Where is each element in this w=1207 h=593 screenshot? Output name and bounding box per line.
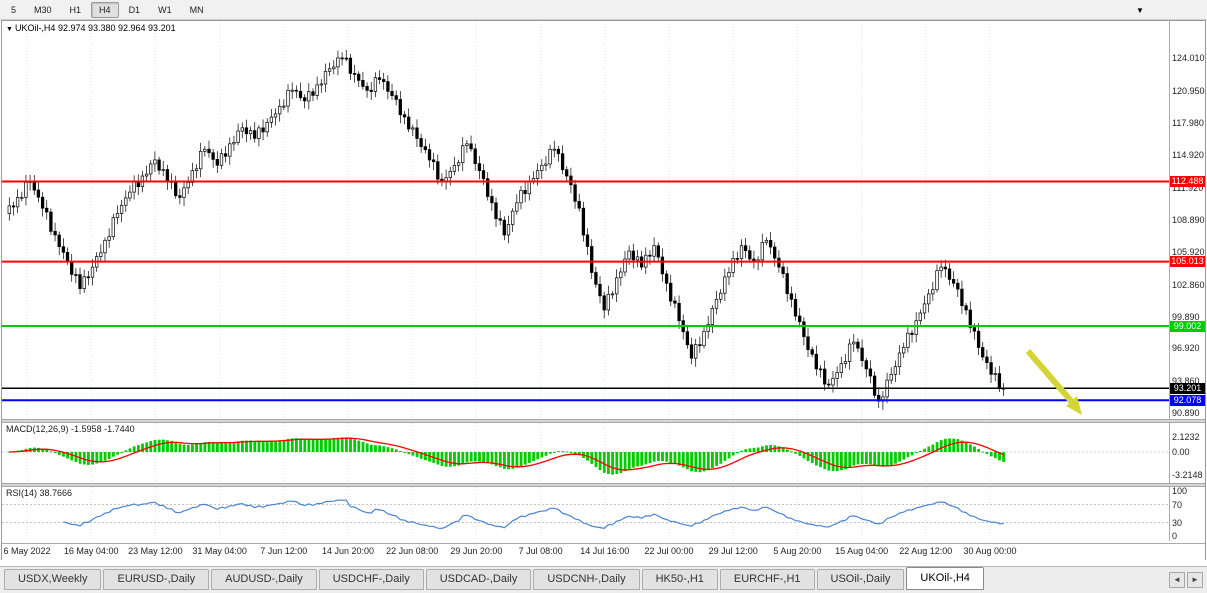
tab-audusd-daily[interactable]: AUDUSD-,Daily xyxy=(211,569,317,590)
timeframe-toolbar: 5 M30 H1 H4 D1 W1 MN ▼ xyxy=(0,0,1207,20)
current-price-badge: 93.201 xyxy=(1170,382,1205,394)
time-axis-label: 14 Jun 20:00 xyxy=(321,546,375,556)
macd-signal-value: -1.7440 xyxy=(104,424,135,434)
rsi-label: RSI(14) 38.7666 xyxy=(6,488,73,498)
time-axis-label: 22 Jun 08:00 xyxy=(386,546,439,556)
rsi-axis[interactable]: 100 70 30 0 xyxy=(1169,486,1205,541)
collapse-icon[interactable]: ▼ xyxy=(6,26,13,33)
tab-eurusd-daily[interactable]: EURUSD-,Daily xyxy=(103,569,210,590)
price-axis-label: 102.860 xyxy=(1172,279,1205,290)
rsi-value: 38.7666 xyxy=(39,488,73,498)
pane-splitter[interactable] xyxy=(2,483,1205,487)
time-axis-label: 22 Jul 00:00 xyxy=(644,546,694,556)
symbol-tabbar: USDX,Weekly EURUSD-,Daily AUDUSD-,Daily USD… xyxy=(0,566,1207,593)
price-axis-label: 93.860 xyxy=(1172,376,1200,387)
price-axis-label: 111.920 xyxy=(1172,182,1204,193)
tab-usdcnh-daily[interactable]: USDCNH-,Daily xyxy=(533,569,640,590)
price-badge: 105.013 xyxy=(1170,256,1205,268)
chart-ohlc-values: 92.974 93.380 92.964 93.201 xyxy=(57,23,176,33)
tab-scroll-buttons: ◄ ► xyxy=(1167,572,1203,588)
tab-usdcad-daily[interactable]: USDCAD-,Daily xyxy=(425,569,532,590)
time-axis-label: 23 May 12:00 xyxy=(128,546,183,556)
macd-axis-label: 2.1232 xyxy=(1172,431,1200,442)
price-axis-label: 105.920 xyxy=(1172,246,1205,257)
tab-eurchf-h1[interactable]: EURCHF-,H1 xyxy=(719,569,815,590)
macd-label: MACD(12,26,9) -1.5958 -1.7440 xyxy=(6,424,135,434)
price-axis-label: 90.890 xyxy=(1172,407,1200,418)
price-axis-label: 120.950 xyxy=(1172,85,1205,96)
rsi-axis-label: 70 xyxy=(1172,499,1183,510)
time-axis-label: 29 Jul 12:00 xyxy=(708,546,758,556)
macd-axis-label: -3.2148 xyxy=(1172,470,1203,481)
macd-axis-label: 0.00 xyxy=(1172,447,1190,457)
toolbar-dropdown-button[interactable]: ▼ xyxy=(1130,2,1148,17)
timeframe-button-group: 5 M30 H1 H4 D1 W1 MN xyxy=(0,1,213,18)
rsi-axis-label: 30 xyxy=(1172,517,1183,528)
time-axis-label: 7 Jun 12:00 xyxy=(260,546,308,556)
time-axis-label: 30 Aug 00:00 xyxy=(963,546,1017,556)
price-axis[interactable]: 124.010 120.950 117.980 114.920 111.920 108.8… xyxy=(1169,21,1205,419)
yellow-arrow-annotation xyxy=(1025,349,1082,415)
price-axis-label: 99.890 xyxy=(1172,311,1200,322)
timeframe-button-D1[interactable]: D1 xyxy=(121,2,149,18)
macd-main-value: -1.5958 xyxy=(71,424,102,434)
tab-usdx-weekly[interactable]: USDX,Weekly xyxy=(4,569,102,590)
price-axis-label: 114.920 xyxy=(1172,150,1204,161)
tab-usoil-daily[interactable]: USOil-,Daily xyxy=(816,569,905,590)
timeframe-button-M30[interactable]: M30 xyxy=(26,2,60,18)
timeframe-button-MN[interactable]: MN xyxy=(182,2,212,18)
price-badge: 112.488 xyxy=(1170,175,1205,187)
time-axis-label: 15 Aug 04:00 xyxy=(835,546,889,556)
rsi-pane[interactable]: RSI(14) 38.7666 100 70 30 0 xyxy=(2,486,1205,541)
tab-usdchf-daily[interactable]: USDCHF-,Daily xyxy=(318,569,424,590)
chart-window: ▼ UKOil-,H4 92.974 93.380 92.964 93.201 1… xyxy=(1,20,1206,560)
rsi-axis-label: 100 xyxy=(1172,486,1188,496)
price-badge: 92.078 xyxy=(1170,394,1205,406)
macd-pane[interactable]: MACD(12,26,9) -1.5958 -1.7440 2.1232 0.00… xyxy=(2,423,1205,483)
time-axis-label: 29 Jun 20:00 xyxy=(450,546,503,556)
rsi-pane-canvas[interactable] xyxy=(2,487,1170,541)
price-axis-label: 108.890 xyxy=(1172,215,1205,226)
macd-axis[interactable]: 2.1232 0.00 -3.2148 xyxy=(1169,423,1205,483)
tabs-scroll-right-button[interactable]: ► xyxy=(1187,572,1203,588)
price-axis-label: 96.920 xyxy=(1172,343,1200,354)
timeframe-button-W1[interactable]: W1 xyxy=(150,2,180,18)
time-axis-label: 22 Aug 12:00 xyxy=(899,546,953,556)
time-axis-label: 16 May 04:00 xyxy=(63,546,119,556)
time-axis-label: 7 Jul 08:00 xyxy=(518,546,563,556)
dropdown-icon: ▼ xyxy=(1136,6,1144,15)
price-badge: 99.002 xyxy=(1170,320,1205,332)
rsi-axis-label: 0 xyxy=(1172,531,1178,541)
macd-pane-canvas[interactable] xyxy=(2,423,1170,483)
time-axis-label: 31 May 04:00 xyxy=(192,546,247,556)
tab-ukoil-h4[interactable]: UKOil-,H4 xyxy=(906,567,984,590)
timeframe-button-H1[interactable]: H1 xyxy=(62,2,90,18)
chart-title: ▼ UKOil-,H4 92.974 93.380 92.964 93.201 xyxy=(6,23,176,33)
price-pane[interactable]: ▼ UKOil-,H4 92.974 93.380 92.964 93.201 1… xyxy=(2,21,1205,419)
symbol-tabs: USDX,Weekly EURUSD-,Daily AUDUSD-,Daily USD… xyxy=(4,567,986,590)
timeframe-button-5[interactable]: 5 xyxy=(3,2,24,18)
pane-splitter[interactable] xyxy=(2,419,1205,423)
price-pane-canvas[interactable] xyxy=(2,21,1170,419)
chart-symbol-label: UKOil-,H4 xyxy=(14,23,56,33)
tab-hk50-h1[interactable]: HK50-,H1 xyxy=(641,569,718,590)
time-axis-label: 5 Aug 20:00 xyxy=(773,546,822,556)
time-axis-label: 14 Jul 16:00 xyxy=(580,546,630,556)
time-axis[interactable]: 6 May 2022 16 May 04:00 23 May 12:00 31 May… xyxy=(2,543,1205,560)
time-axis-label: 6 May 2022 xyxy=(3,546,51,556)
price-axis-label: 117.980 xyxy=(1172,117,1204,128)
timeframe-button-H4[interactable]: H4 xyxy=(91,1,119,18)
tabs-scroll-left-button[interactable]: ◄ xyxy=(1169,572,1185,588)
price-axis-label: 124.010 xyxy=(1172,52,1205,63)
